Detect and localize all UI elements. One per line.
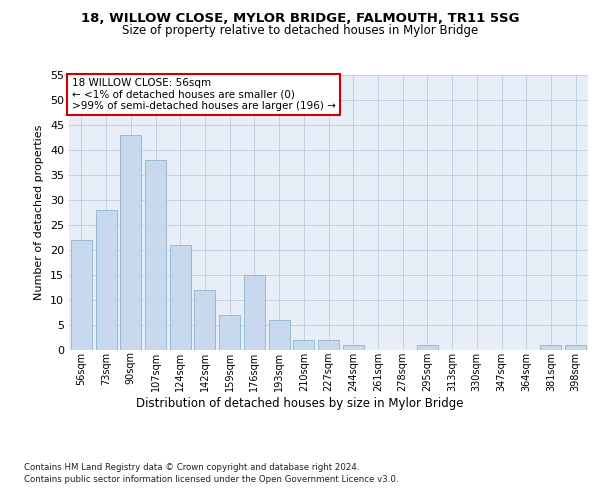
Bar xyxy=(219,315,240,350)
Text: 18 WILLOW CLOSE: 56sqm
← <1% of detached houses are smaller (0)
>99% of semi-det: 18 WILLOW CLOSE: 56sqm ← <1% of detached… xyxy=(71,78,335,111)
Bar xyxy=(95,210,116,350)
Bar xyxy=(269,320,290,350)
Text: Contains public sector information licensed under the Open Government Licence v3: Contains public sector information licen… xyxy=(24,475,398,484)
Bar xyxy=(343,345,364,350)
Bar xyxy=(120,135,141,350)
Bar xyxy=(541,345,562,350)
Bar xyxy=(244,275,265,350)
Bar xyxy=(194,290,215,350)
Text: Size of property relative to detached houses in Mylor Bridge: Size of property relative to detached ho… xyxy=(122,24,478,37)
Bar xyxy=(417,345,438,350)
Bar xyxy=(145,160,166,350)
Bar xyxy=(293,340,314,350)
Text: Contains HM Land Registry data © Crown copyright and database right 2024.: Contains HM Land Registry data © Crown c… xyxy=(24,462,359,471)
Text: Distribution of detached houses by size in Mylor Bridge: Distribution of detached houses by size … xyxy=(136,398,464,410)
Y-axis label: Number of detached properties: Number of detached properties xyxy=(34,125,44,300)
Text: 18, WILLOW CLOSE, MYLOR BRIDGE, FALMOUTH, TR11 5SG: 18, WILLOW CLOSE, MYLOR BRIDGE, FALMOUTH… xyxy=(81,12,519,26)
Bar xyxy=(318,340,339,350)
Bar xyxy=(565,345,586,350)
Bar xyxy=(71,240,92,350)
Bar xyxy=(170,245,191,350)
